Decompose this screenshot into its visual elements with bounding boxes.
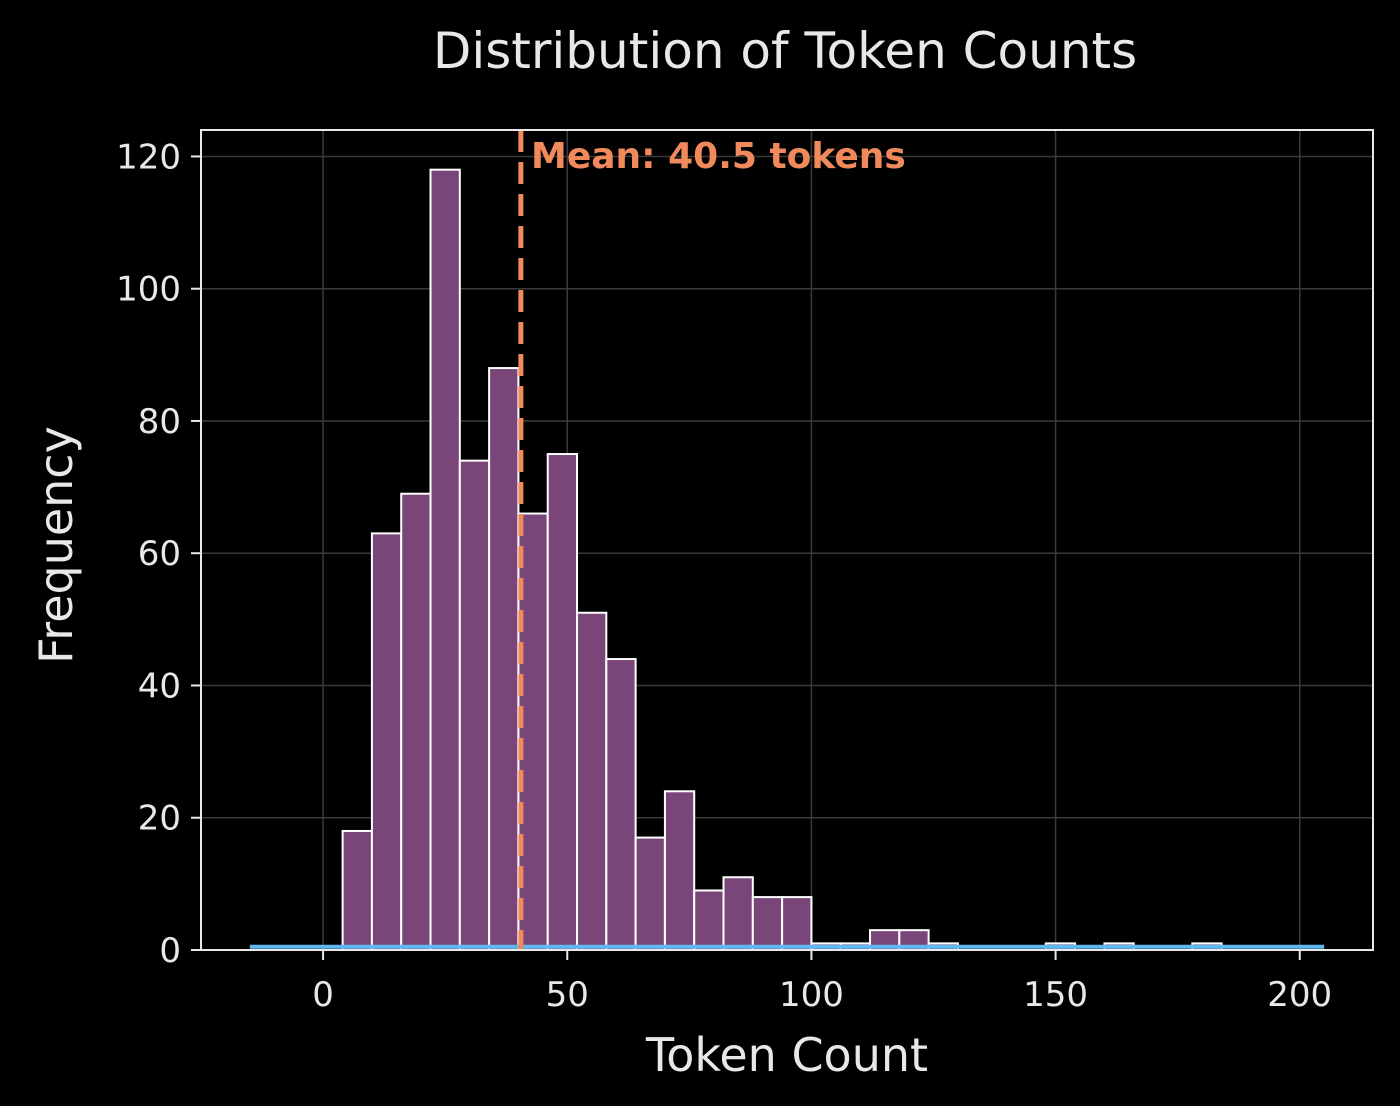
y-tick-label: 120 [116,137,181,177]
y-tick-label: 80 [138,402,181,442]
histogram-bar [370,532,403,951]
y-tick-label: 40 [138,666,181,706]
x-tick-label: 0 [312,975,334,1015]
histogram-bar [634,836,666,951]
chart-title: Distribution of Token Counts [433,22,1137,80]
histogram-bar [458,459,491,951]
y-tick-label: 100 [116,270,181,310]
histogram-bar [576,611,608,951]
histogram-bar [546,453,579,951]
histogram-bar [751,896,784,952]
histogram-bar [400,492,432,951]
histogram-bar [781,896,813,952]
histogram-bar [429,168,461,951]
histogram-bar [341,829,373,951]
x-tick-label: 100 [779,975,844,1015]
y-tick-label: 20 [138,799,181,839]
x-tick-label: 200 [1267,975,1332,1015]
y-axis-ticks: 0 20 40 60 80 100 120 [116,137,201,971]
histogram-bar [693,889,725,952]
x-axis-ticks: 0 50 100 150 200 [312,950,1332,1015]
y-tick-label: 60 [138,534,181,574]
x-tick-label: 150 [1023,975,1088,1015]
histogram-bar [722,876,754,951]
x-tick-label: 50 [546,975,589,1015]
x-axis-label: Token Count [645,1028,928,1082]
y-tick-label: 0 [159,931,181,971]
axes-frame [200,129,1374,951]
histogram-bar [663,790,696,952]
histogram-bar [605,658,637,952]
mean-annotation: Mean: 40.5 tokens [531,136,906,177]
y-axis-label: Frequency [29,426,83,664]
histogram-bar [488,367,520,951]
histogram-bars [341,168,1223,952]
